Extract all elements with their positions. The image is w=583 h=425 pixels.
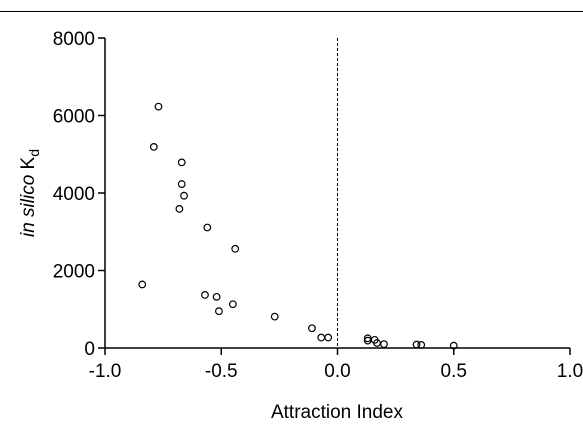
data-point [308,324,316,333]
x-tick-label: 1.0 [557,361,583,382]
x-axis-title: Attraction Index [271,402,404,423]
data-point [270,312,279,321]
y-axis-title: in silico Kd [18,149,42,237]
y-axis-title-subscript: d [26,149,42,157]
y-axis: 0 2000 4000 6000 8000 [53,29,106,360]
data-point [317,333,326,342]
data-point [212,292,221,301]
y-tick-label: 0 [84,339,95,360]
data-point [177,180,186,188]
y-axis-title-prefix: in silico [18,175,39,237]
data-point [449,341,458,350]
x-tick-label: 0.5 [441,361,467,382]
x-axis: -1.0 -0.5 0.0 0.5 1.0 [89,347,583,382]
data-point [363,334,372,343]
data-point [231,244,240,253]
x-tick-label: -0.5 [205,361,238,382]
data-point [149,142,158,151]
y-axis-title-main: K [18,156,39,169]
data-point [215,307,223,316]
data-point [324,333,333,342]
x-tick-label: -1.0 [89,361,122,382]
y-tick-label: 2000 [53,262,95,283]
data-point [417,341,426,349]
data-point [380,340,388,349]
y-tick-label: 8000 [53,29,95,50]
x-tick-label: 0.0 [324,361,350,382]
data-point [412,340,421,349]
data-point [201,291,209,299]
data-point [203,223,212,232]
data-points [138,102,458,350]
y-tick-label: 4000 [53,184,95,205]
top-divider-line [0,11,583,12]
data-point [177,158,186,167]
data-point [228,300,237,309]
y-tick-label: 6000 [53,107,95,128]
data-point [154,102,163,111]
data-point [180,191,188,200]
data-point [175,204,184,213]
data-point [138,280,147,289]
